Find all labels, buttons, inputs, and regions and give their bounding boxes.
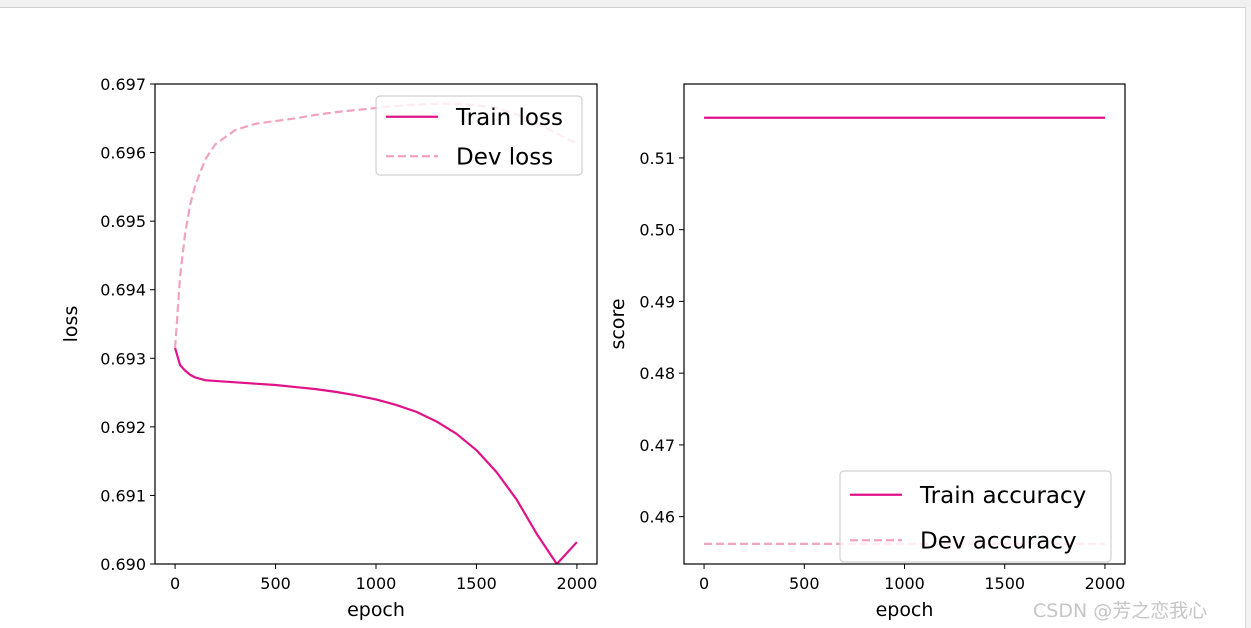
y-tick-label: 0.694 — [100, 281, 146, 300]
x-axis-label: epoch — [876, 599, 934, 621]
legend-box — [839, 470, 1112, 563]
window-top-strip — [0, 0, 1251, 8]
y-tick-label: 0.51 — [639, 149, 675, 168]
watermark-text: CSDN @芳之恋我心 — [1033, 600, 1208, 622]
y-tick-label: 0.47 — [639, 436, 675, 455]
legend: Train accuracy Dev accuracy — [839, 470, 1112, 563]
legend: Train loss Dev loss — [375, 95, 583, 176]
x-tick-label: 1500 — [984, 574, 1025, 593]
series-line-train-loss — [174, 347, 578, 564]
x-tick-label: 1500 — [456, 574, 497, 593]
x-tick-label: 1000 — [356, 574, 397, 593]
y-tick-label: 0.49 — [639, 292, 675, 311]
x-tick-label: 1000 — [884, 574, 925, 593]
legend-label: Dev loss — [456, 144, 553, 170]
x-tick-label: 2000 — [557, 574, 598, 593]
chart-1: 0 500 1000 1500 2000 0.690 0.691 0.692 0.693 0.69… — [60, 75, 598, 621]
y-tick-label: 0.695 — [100, 212, 146, 231]
y-axis-label: score — [607, 298, 629, 349]
legend-label: Dev accuracy — [920, 528, 1077, 554]
legend-label: Train loss — [455, 105, 563, 131]
y-tick-label: 0.48 — [639, 364, 675, 383]
y-axis-label: loss — [60, 306, 82, 343]
y-tick-label: 0.46 — [639, 508, 675, 527]
window-right-edge — [1245, 7, 1251, 628]
y-tick-label: 0.693 — [100, 349, 146, 368]
x-tick-label: 2000 — [1085, 574, 1126, 593]
x-tick-label: 0 — [170, 574, 180, 593]
x-tick-label: 500 — [260, 574, 291, 593]
y-tick-label: 0.697 — [100, 75, 146, 94]
y-tick-label: 0.696 — [100, 144, 146, 163]
legend-label: Train accuracy — [919, 483, 1086, 509]
chart-2: 0 500 1000 1500 2000 0.46 0.47 0.48 0.49 0.50 0.51… — [607, 83, 1126, 621]
y-tick-label: 0.692 — [100, 418, 146, 437]
y-tick-label: 0.691 — [100, 486, 146, 505]
x-axis-label: epoch — [347, 599, 405, 621]
x-tick-label: 0 — [699, 574, 709, 593]
x-tick-label: 500 — [789, 574, 820, 593]
y-tick-label: 0.690 — [100, 555, 146, 574]
y-tick-label: 0.50 — [639, 221, 675, 240]
